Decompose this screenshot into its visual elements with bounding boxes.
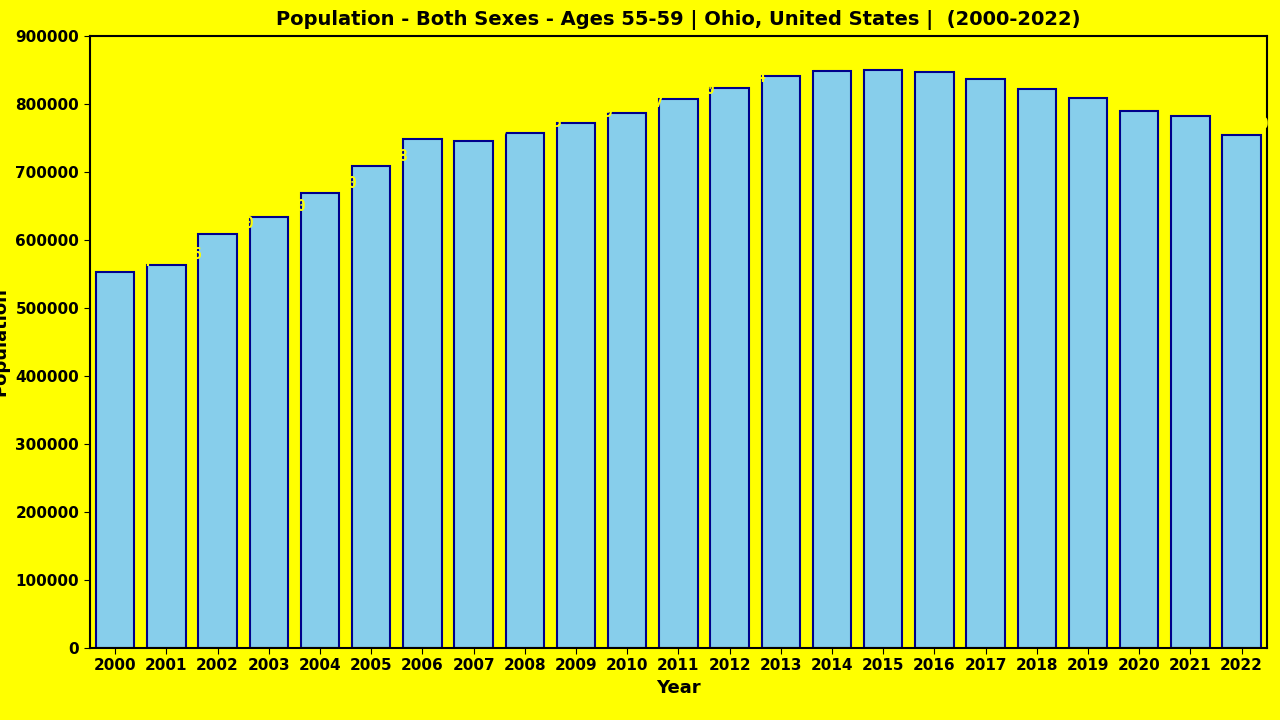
- Text: 850202: 850202: [865, 52, 920, 67]
- Text: 553174: 553174: [97, 254, 152, 269]
- Bar: [762, 76, 800, 648]
- Text: 754094: 754094: [1224, 117, 1279, 132]
- Text: 747833: 747833: [404, 122, 460, 137]
- Bar: [813, 71, 851, 648]
- Text: 808229: 808229: [1070, 81, 1125, 96]
- X-axis label: Year: Year: [657, 679, 700, 697]
- Bar: [1222, 135, 1261, 648]
- Text: 836488: 836488: [968, 61, 1023, 76]
- Bar: [710, 88, 749, 648]
- Bar: [352, 166, 390, 648]
- Bar: [659, 99, 698, 648]
- Text: 823764: 823764: [712, 70, 767, 85]
- Bar: [966, 79, 1005, 648]
- Y-axis label: Population: Population: [0, 287, 10, 397]
- Title: Population - Both Sexes - Ages 55-59 | Ohio, United States |  (2000-2022): Population - Both Sexes - Ages 55-59 | O…: [276, 10, 1080, 30]
- Bar: [915, 72, 954, 648]
- Text: 633720: 633720: [251, 199, 306, 215]
- Bar: [1069, 99, 1107, 648]
- Bar: [147, 265, 186, 648]
- Text: 806970: 806970: [660, 81, 716, 96]
- Text: 848271: 848271: [814, 53, 869, 68]
- Text: 786857: 786857: [609, 95, 664, 110]
- Bar: [454, 141, 493, 648]
- Bar: [557, 123, 595, 648]
- Bar: [1018, 89, 1056, 648]
- Bar: [301, 193, 339, 648]
- Text: 772229: 772229: [558, 105, 613, 120]
- Bar: [608, 113, 646, 648]
- Text: 668730: 668730: [302, 176, 357, 191]
- Text: 847435: 847435: [916, 54, 972, 69]
- Text: 840977: 840977: [763, 58, 818, 73]
- Text: 708188: 708188: [353, 149, 408, 163]
- Bar: [1120, 111, 1158, 648]
- Bar: [403, 140, 442, 648]
- Bar: [1171, 116, 1210, 648]
- Text: 609320: 609320: [200, 216, 255, 231]
- Text: 757215: 757215: [507, 115, 562, 130]
- Bar: [198, 234, 237, 648]
- Text: 563216: 563216: [148, 247, 204, 262]
- Bar: [250, 217, 288, 648]
- Text: 782458: 782458: [1172, 98, 1228, 113]
- Bar: [96, 272, 134, 648]
- Bar: [506, 133, 544, 648]
- Text: 790389: 790389: [1121, 93, 1176, 108]
- Text: 821402: 821402: [1019, 72, 1074, 86]
- Bar: [864, 70, 902, 648]
- Text: 745347: 745347: [456, 123, 511, 138]
